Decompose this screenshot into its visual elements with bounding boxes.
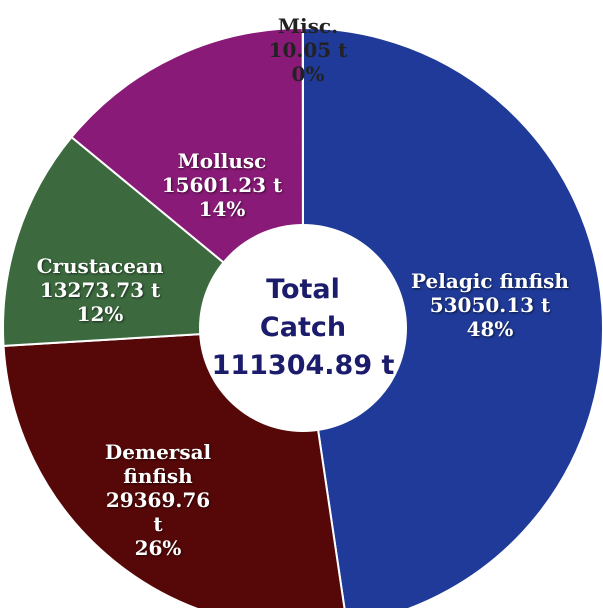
slice-label: Demersal finfish 29369.76 t 26% [98, 440, 218, 560]
value-label: 15601.23 t [161, 173, 283, 197]
percentage-label: 48% [466, 317, 514, 341]
category-label: Crustacean [36, 254, 164, 278]
slice [302, 26, 603, 608]
percentage-label: 12% [76, 302, 124, 326]
hole [199, 224, 407, 432]
value-label: 10.05 t [268, 38, 348, 62]
center-label: Total Catch 111304.89 t [212, 271, 395, 385]
category-label: Misc. [277, 14, 339, 38]
slice-label: Mollusc 15601.23 t 14% [132, 149, 312, 221]
value-label: 29369.76 t [105, 488, 211, 536]
slice-label: Misc. 10.05 t 0% [248, 14, 368, 86]
value-label: 13273.73 t [39, 278, 161, 302]
slice-label: Pelagic finfish 53050.13 t 48% [390, 269, 590, 341]
category-label: Pelagic finfish [411, 269, 569, 293]
value-label: 53050.13 t [429, 293, 551, 317]
percentage-label: 14% [198, 197, 246, 221]
center-line: 111304.89 t [211, 350, 395, 381]
percentage-label: 26% [134, 536, 182, 560]
category-label: Demersal finfish [104, 440, 212, 488]
percentage-label: 0% [291, 62, 325, 86]
center-line: Catch [259, 312, 347, 343]
slice-label: Crustacean 13273.73 t 12% [10, 254, 190, 326]
center-line: Total [266, 274, 340, 305]
category-label: Mollusc [177, 149, 267, 173]
